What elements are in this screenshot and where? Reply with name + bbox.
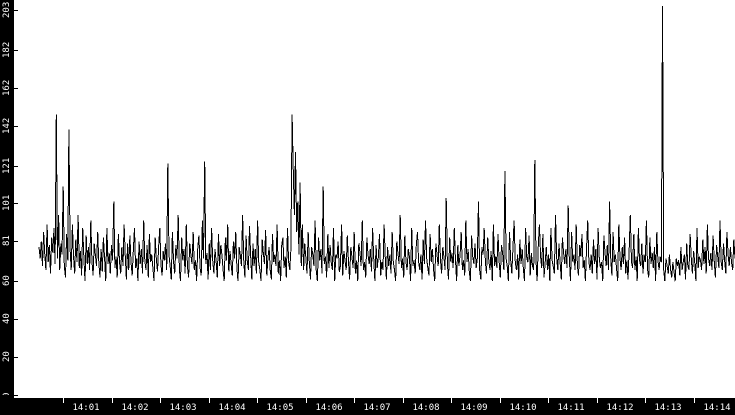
x-tick-mark	[597, 398, 598, 403]
x-tick-label: 14:13	[654, 403, 682, 413]
x-tick-label: 14:11	[557, 403, 585, 413]
x-tick-label: 14:07	[363, 403, 391, 413]
y-tick-mark	[14, 395, 18, 396]
x-tick-mark	[63, 398, 64, 403]
x-tick-mark	[257, 398, 258, 403]
y-tick-mark	[14, 203, 18, 204]
x-tick-mark	[209, 398, 210, 403]
y-tick-mark	[14, 126, 18, 127]
y-tick-label: 162	[2, 79, 12, 97]
y-tick-label: 20	[2, 351, 12, 363]
axis-corner	[0, 395, 14, 398]
x-tick-mark	[500, 398, 501, 403]
y-tick-mark	[14, 281, 18, 282]
x-tick-label: 14:02	[121, 403, 149, 413]
x-tick-mark	[403, 398, 404, 403]
y-tick-label: 40	[2, 313, 12, 325]
y-tick-mark	[14, 241, 18, 242]
x-tick-mark	[694, 398, 695, 403]
x-tick-mark	[160, 398, 161, 403]
y-tick-label: 182	[2, 41, 12, 59]
x-tick-mark	[645, 398, 646, 403]
x-tick-label: 14:12	[606, 403, 634, 413]
y-tick-label: 60	[2, 275, 12, 287]
y-tick-mark	[14, 166, 18, 167]
plot-area	[18, 0, 735, 395]
x-tick-mark	[548, 398, 549, 403]
x-axis	[0, 398, 735, 415]
y-tick-mark	[14, 50, 18, 51]
y-tick-label: 101	[2, 194, 12, 212]
y-tick-label: 142	[2, 117, 12, 135]
y-tick-mark	[14, 319, 18, 320]
y-tick-label: 203	[2, 1, 12, 19]
x-tick-label: 14:14	[703, 403, 731, 413]
data-trace	[18, 0, 735, 395]
x-tick-label: 14:08	[412, 403, 440, 413]
x-tick-mark	[451, 398, 452, 403]
x-tick-label: 14:04	[218, 403, 246, 413]
y-tick-mark	[14, 88, 18, 89]
y-tick-label: 121	[2, 157, 12, 175]
x-tick-label: 14:06	[315, 403, 343, 413]
y-tick-mark	[14, 357, 18, 358]
x-tick-label: 14:01	[72, 403, 100, 413]
y-tick-label: 81	[2, 235, 12, 247]
x-tick-label: 14:09	[460, 403, 488, 413]
x-tick-mark	[112, 398, 113, 403]
x-tick-label: 14:10	[509, 403, 537, 413]
x-tick-mark	[306, 398, 307, 403]
x-tick-mark	[354, 398, 355, 403]
y-axis	[0, 0, 14, 415]
y-tick-mark	[14, 10, 18, 11]
x-tick-label: 14:05	[266, 403, 294, 413]
x-tick-label: 14:03	[169, 403, 197, 413]
